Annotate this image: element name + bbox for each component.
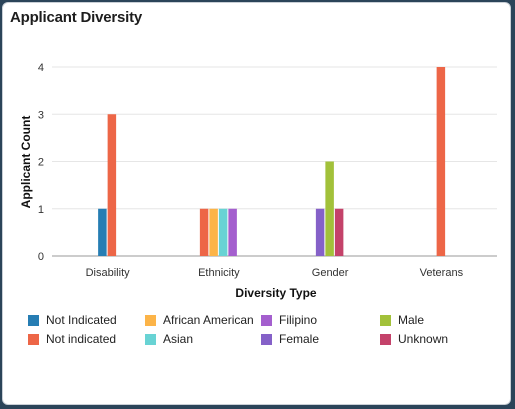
bar-gender-unknown[interactable] <box>334 208 344 256</box>
legend-swatch <box>145 334 156 345</box>
y-axis-title: Applicant Count <box>19 116 33 209</box>
legend-label: Unknown <box>398 332 449 346</box>
chart-title: Applicant Diversity <box>10 9 143 26</box>
x-axis-ticks: Disability Ethnicity Gender Veterans <box>86 267 464 279</box>
x-tick-label: Disability <box>86 267 131 279</box>
bar-ethnicity-african-american[interactable] <box>209 208 218 256</box>
legend-label: Filipino <box>279 313 318 327</box>
legend-swatch <box>261 315 272 326</box>
legend-label: Not Indicated <box>46 313 117 327</box>
x-tick-label: Ethnicity <box>198 267 240 279</box>
legend-swatch <box>145 315 156 326</box>
legend-label: Female <box>279 332 320 346</box>
y-tick-label: 4 <box>38 62 44 74</box>
y-axis-ticks: 0 1 2 3 4 <box>38 62 44 263</box>
legend-swatch <box>380 315 391 326</box>
bar-ethnicity-asian[interactable] <box>218 208 228 256</box>
legend-label: Not indicated <box>46 332 117 346</box>
grid-lines <box>52 66 497 257</box>
bar-gender-female[interactable] <box>315 208 325 256</box>
x-axis-title: Diversity Type <box>235 286 316 300</box>
bar-gender-male[interactable] <box>325 161 334 257</box>
x-tick-label: Veterans <box>420 267 464 279</box>
legend-label: African American <box>163 313 254 327</box>
legend-swatch <box>380 334 391 345</box>
bars <box>98 67 446 257</box>
chart-card: Applicant Diversity <box>2 2 511 405</box>
bar-ethnicity-not-indicated[interactable] <box>199 208 209 256</box>
bar-veterans-not-indicated[interactable] <box>436 67 446 256</box>
legend-label: Male <box>398 313 425 327</box>
y-tick-label: 1 <box>38 204 44 216</box>
y-tick-label: 3 <box>38 109 44 121</box>
legend-swatch <box>28 315 39 326</box>
y-tick-label: 2 <box>38 157 44 169</box>
y-tick-label: 0 <box>38 251 44 263</box>
bar-disability-not-indicated[interactable] <box>107 114 117 256</box>
bar-disability-not-indicated[interactable] <box>98 208 107 256</box>
bar-ethnicity-filipino[interactable] <box>228 208 237 256</box>
legend-swatch <box>261 334 272 345</box>
legend-label: Asian <box>163 332 194 346</box>
legend-swatch <box>28 334 39 345</box>
x-tick-label: Gender <box>312 267 349 279</box>
